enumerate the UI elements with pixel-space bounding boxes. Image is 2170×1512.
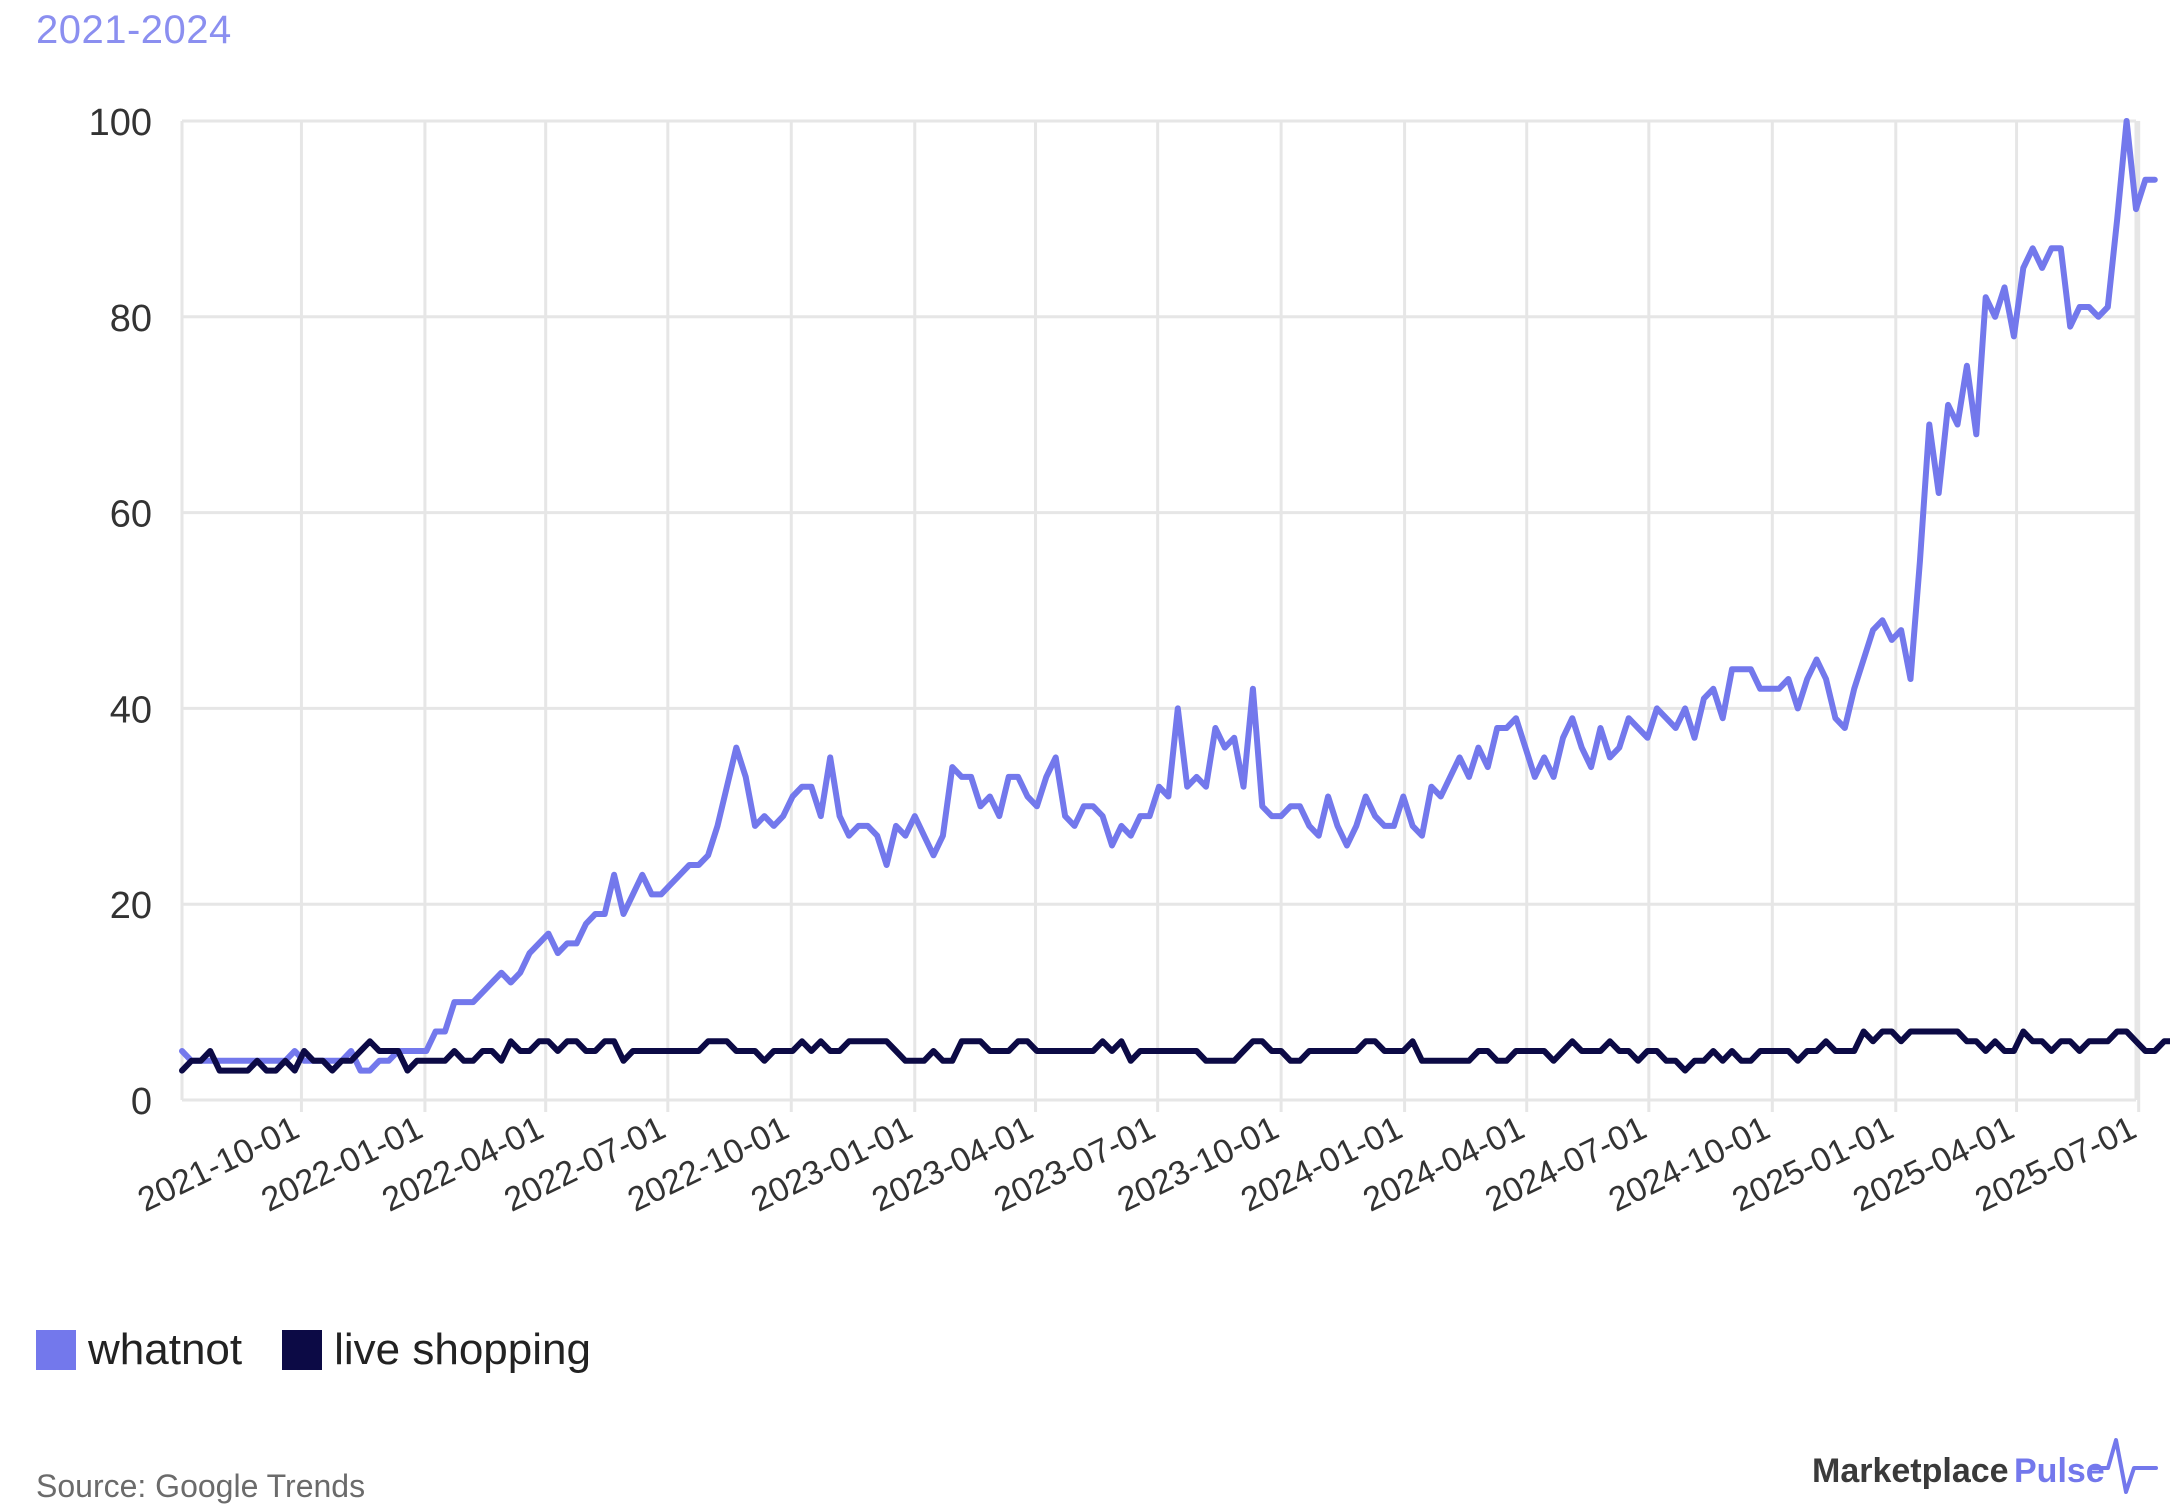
series-line-whatnot bbox=[179, 118, 2158, 1074]
legend-swatch-whatnot bbox=[36, 1330, 76, 1370]
y-tick-label-20: 20 bbox=[110, 885, 152, 927]
marketplace-pulse-logo: Marketplace Pulse bbox=[1812, 1438, 2158, 1494]
legend-label-whatnot: whatnot bbox=[88, 1325, 243, 1374]
y-tick-label-60: 60 bbox=[110, 494, 152, 536]
y-tick-label-0: 0 bbox=[131, 1081, 152, 1123]
pulse-icon bbox=[2091, 1438, 2158, 1494]
x-axis-ticks: 2021-10-012022-01-012022-04-012022-07-01… bbox=[132, 1109, 2142, 1219]
grid-lines bbox=[180, 119, 2141, 1112]
legend-swatch-live-shopping bbox=[282, 1330, 323, 1370]
series-lines bbox=[179, 118, 2170, 1074]
line-chart: 0 20 40 60 80 100 2021-10-012022-01-012022-04… bbox=[89, 102, 2170, 1219]
chart-legend: whatnot live shopping bbox=[36, 1325, 631, 1375]
y-tick-label-100: 100 bbox=[89, 102, 152, 144]
brand-name-part1: Marketplace bbox=[1812, 1452, 2009, 1490]
legend-label-live-shopping: live shopping bbox=[334, 1325, 591, 1374]
y-tick-label-40: 40 bbox=[110, 689, 152, 731]
legend-item-live-shopping[interactable]: live shopping bbox=[282, 1325, 591, 1375]
series-line-live-shopping bbox=[179, 1028, 2170, 1074]
chart-subtitle: 2021-2024 bbox=[36, 8, 232, 52]
y-axis-ticks: 0 20 40 60 80 100 bbox=[89, 102, 152, 1123]
brand-name-part2: Pulse bbox=[2014, 1452, 2105, 1490]
source-note: Source: Google Trends bbox=[36, 1468, 366, 1504]
y-tick-label-80: 80 bbox=[110, 298, 152, 340]
legend-item-whatnot[interactable]: whatnot bbox=[36, 1325, 242, 1375]
